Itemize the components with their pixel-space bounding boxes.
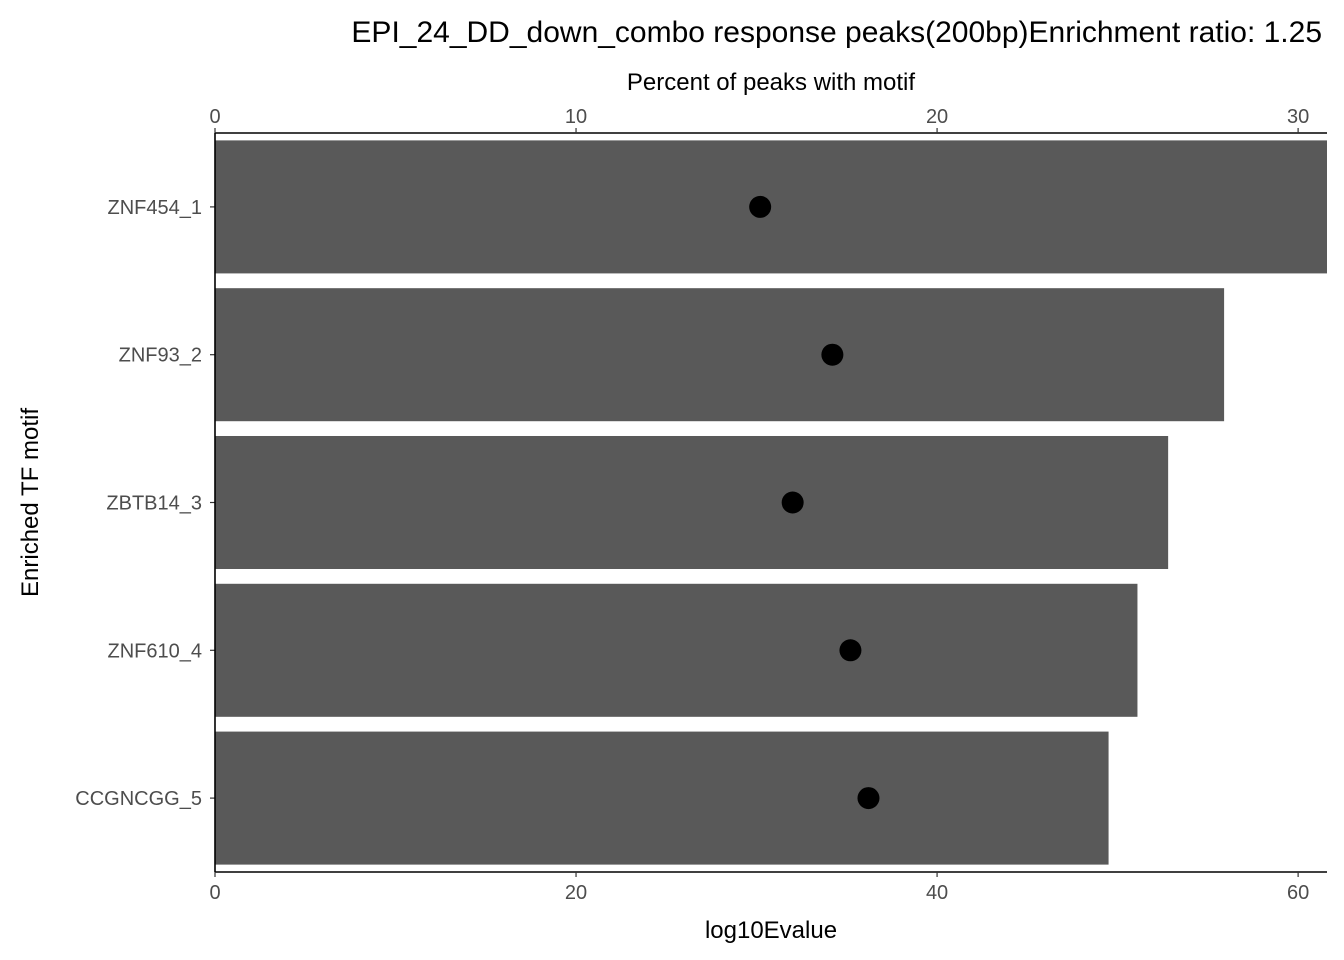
points-group	[749, 195, 880, 810]
x-bottom-tick-label: 60	[1287, 882, 1309, 904]
bar-CCGNCGG_5	[215, 731, 1109, 865]
x-top-tick-label: 30	[1287, 106, 1309, 128]
point-ZNF610_4	[839, 639, 862, 662]
point-CCGNCGG_5	[857, 787, 880, 810]
y-tick-label: CCGNCGG_5	[75, 788, 202, 810]
point-ZBTB14_3	[781, 491, 804, 514]
x-top-tick-label: 0	[209, 106, 220, 128]
x-bottom-tick-label: 40	[926, 882, 948, 904]
chart-title: EPI_24_DD_down_combo response peaks(200b…	[351, 16, 1322, 49]
y-tick-label: ZNF454_1	[108, 197, 203, 219]
x-bottom-tick-label: 20	[565, 882, 587, 904]
x-top-tick-label: 10	[565, 106, 587, 128]
top-axis-title: Percent of peaks with motif	[627, 69, 915, 96]
bottom-axis-title: log10Evalue	[705, 917, 837, 944]
y-tick-label: ZNF610_4	[108, 640, 203, 662]
y-axis-title: Enriched TF motif	[17, 408, 44, 597]
point-ZNF93_2	[821, 343, 844, 366]
axes-group: ZNF454_1 ZNF93_2 ZBTB14_3 ZNF610_4 CCGNCGG_5…	[75, 106, 1327, 904]
bar-ZBTB14_3	[215, 435, 1169, 570]
x-bottom-tick-label: 0	[209, 882, 220, 904]
bar-ZNF610_4	[215, 583, 1138, 717]
x-top-tick-label: 20	[926, 106, 948, 128]
bar-ZNF93_2	[215, 288, 1225, 422]
bars-group	[215, 140, 1327, 865]
y-tick-label: ZNF93_2	[119, 345, 202, 367]
y-tick-label: ZBTB14_3	[106, 493, 202, 515]
point-ZNF454_1	[749, 195, 772, 218]
